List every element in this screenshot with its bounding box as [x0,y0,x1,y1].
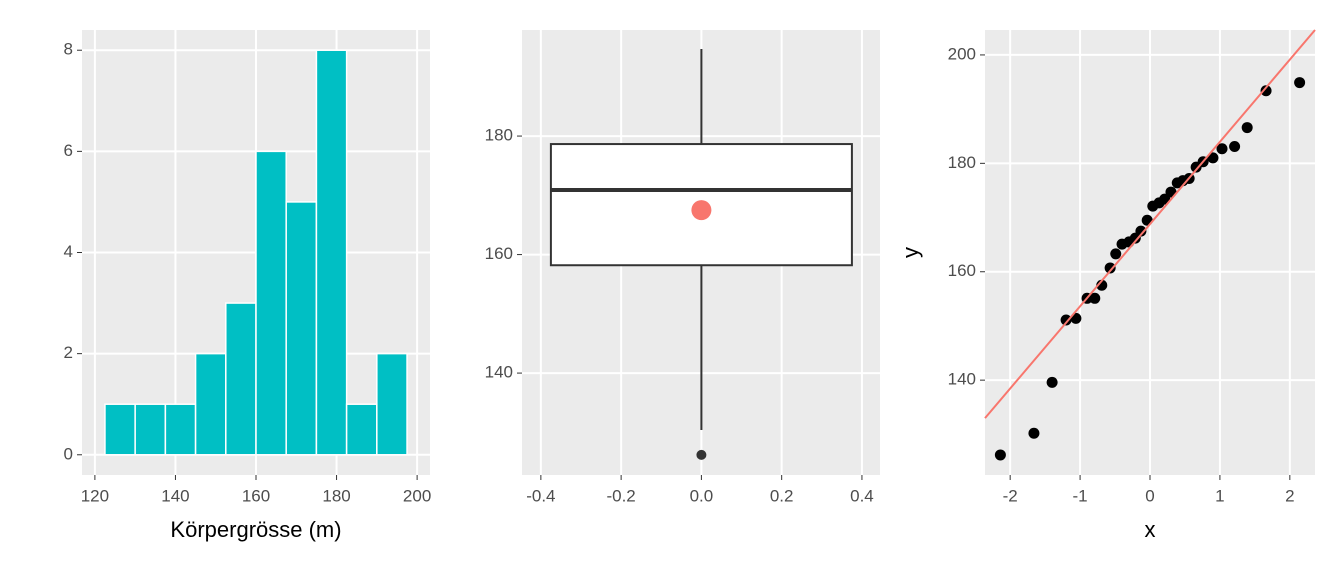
point [1028,427,1040,439]
bar [104,403,136,456]
y-tick-label: 140 [485,363,513,382]
bar [315,49,348,456]
y-tick-label: 6 [64,141,73,160]
y-tick-label: 160 [948,261,976,280]
point [1060,314,1072,326]
x-tick-label: 200 [403,486,431,505]
y-tick-label: 160 [485,244,513,263]
outlier [696,449,707,460]
y-tick-label: 0 [64,444,73,463]
mean-point [691,200,712,221]
point [1294,77,1306,89]
y-tick-label: 2 [64,343,73,362]
point [1135,225,1147,237]
y-tick-label: 180 [948,153,976,172]
bar [285,201,318,456]
y-axis-title: y [898,247,923,258]
point [1229,141,1241,153]
bar [255,150,287,456]
bar [225,302,257,456]
x-tick-label: 0.0 [690,486,714,505]
point [1260,85,1272,97]
x-tick-label: 0.4 [850,486,874,505]
point [1046,376,1058,388]
x-axis-title: x [1145,517,1156,542]
point [1089,292,1101,304]
y-tick-label: 8 [64,40,73,59]
y-tick-label: 140 [948,370,976,389]
bar [164,403,197,456]
x-tick-label: 2 [1285,486,1294,505]
reference-line [984,29,1316,419]
point [1241,122,1253,134]
bar [134,403,167,456]
x-tick-label: -0.2 [606,486,635,505]
point [994,449,1006,461]
y-tick-label: 180 [485,126,513,145]
x-tick-label: -0.4 [526,486,555,505]
point [1104,262,1116,274]
x-tick-label: 0 [1145,486,1154,505]
point [1110,248,1122,260]
x-tick-label: -2 [1003,486,1018,505]
bar [376,352,408,456]
x-tick-label: 1 [1215,486,1224,505]
x-tick-label: -1 [1073,486,1088,505]
x-tick-label: 140 [161,486,189,505]
x-tick-label: 180 [322,486,350,505]
bar [345,403,378,456]
bar [194,352,227,456]
point [1159,193,1171,205]
point [1207,152,1219,164]
y-tick-label: 200 [948,44,976,63]
y-tick-label: 4 [64,242,73,261]
x-tick-label: 120 [81,486,109,505]
x-tick-label: 0.2 [770,486,794,505]
x-axis-title: Körpergrösse (m) [170,517,341,542]
point [1216,143,1228,155]
x-tick-label: 160 [242,486,270,505]
